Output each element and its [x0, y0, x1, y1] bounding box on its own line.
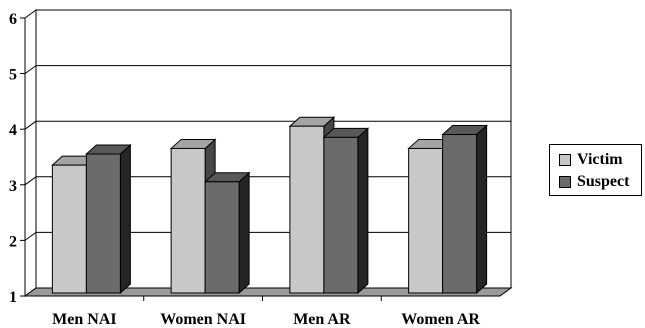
x-category-label: Men NAI	[52, 311, 116, 328]
y-tick-label: 3	[9, 178, 17, 195]
bar-suspect-1	[203, 171, 251, 295]
bar-side-face	[357, 127, 369, 295]
y-tick-label: 1	[9, 289, 17, 306]
x-category-label: Women NAI	[160, 311, 246, 328]
legend-item-suspect: Suspect	[559, 173, 629, 191]
legend-swatch-suspect	[559, 176, 571, 188]
labels-layer: 1 2 3 4 5 6 Men NAI Women NAI Men AR Women AR	[9, 11, 480, 328]
y-tick-label: 5	[9, 67, 17, 84]
axis-layer	[20, 17, 500, 301]
bar-suspect-0	[85, 143, 132, 295]
bar-front-face	[170, 147, 206, 294]
bar-front-face	[408, 147, 444, 294]
gridline-side	[24, 120, 37, 130]
legend-item-victim: Victim	[559, 151, 623, 169]
legend-label-suspect: Suspect	[577, 173, 630, 190]
legend: Victim Suspect	[549, 144, 642, 196]
bars-layer	[51, 116, 488, 295]
gridline-side	[24, 176, 37, 186]
bar-front-face	[51, 164, 87, 294]
bar-front-face	[289, 125, 325, 294]
bar-front-face	[85, 153, 121, 294]
bar-side-face	[238, 171, 250, 295]
plot-side-wall	[24, 9, 37, 297]
bar-suspect-2	[322, 127, 370, 295]
y-tick-label: 4	[9, 122, 17, 139]
legend-swatch-victim	[559, 154, 571, 166]
bar-front-face	[323, 136, 359, 294]
bar-front-face	[204, 181, 240, 294]
x-category-label: Men AR	[293, 311, 351, 328]
legend-label-victim: Victim	[577, 151, 623, 168]
bar-front-face	[442, 134, 478, 294]
gridline-side	[24, 65, 37, 75]
x-category-label: Women AR	[401, 311, 480, 328]
y-tick-label: 6	[9, 11, 17, 28]
y-tick-label: 2	[9, 233, 17, 250]
bar-side-face	[476, 124, 488, 295]
bar-suspect-3	[441, 124, 488, 295]
gridline-side	[24, 231, 37, 241]
bar-side-face	[119, 143, 131, 295]
